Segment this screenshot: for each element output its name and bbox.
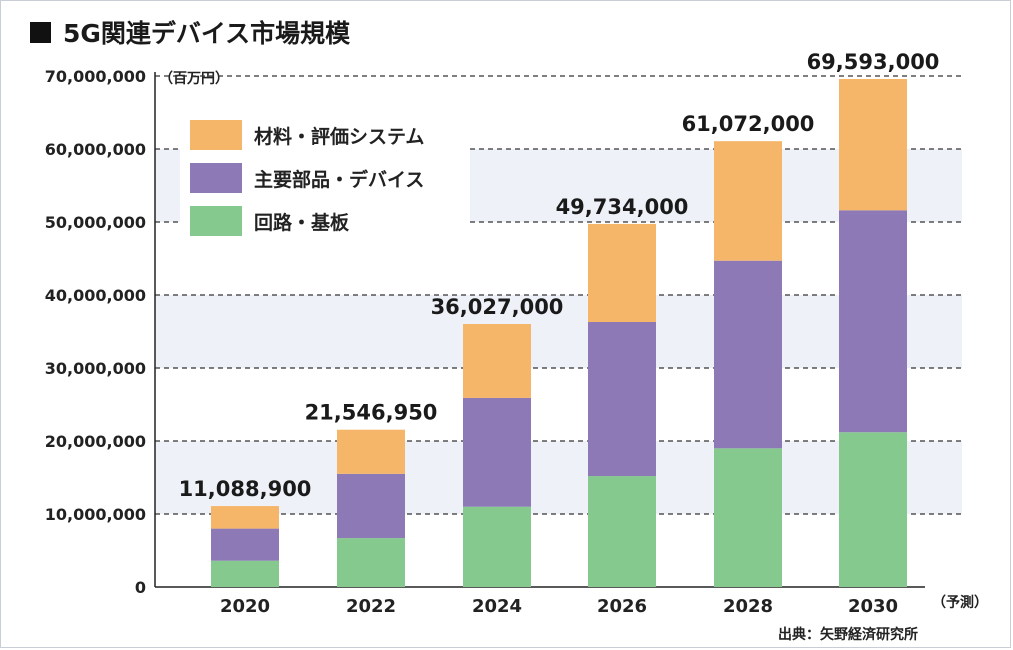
- y-tick-label: 50,000,000: [45, 213, 146, 232]
- bar-segment-materials: [337, 429, 405, 474]
- bar-segment-circuits: [714, 448, 782, 587]
- y-tick-label: 70,000,000: [45, 67, 146, 86]
- bar-segment-materials: [463, 324, 531, 398]
- bar-total-label: 49,734,000: [556, 195, 689, 219]
- bar-segment-circuits: [337, 538, 405, 587]
- bar-segment-circuits: [588, 476, 656, 587]
- bar-segment-materials: [714, 141, 782, 261]
- bar-total-label: 11,088,900: [179, 477, 312, 501]
- bar-total-label: 61,072,000: [682, 112, 815, 136]
- legend-item-circuits: 回路・基板: [190, 206, 349, 236]
- y-tick-label: 10,000,000: [45, 505, 146, 524]
- x-tick-label: 2028: [723, 596, 773, 617]
- legend-swatch-components: [190, 163, 242, 193]
- bar-total-label: 69,593,000: [807, 50, 940, 74]
- bar-segment-components: [463, 397, 531, 507]
- x-tick-label: 2026: [597, 596, 647, 617]
- bar-segment-components: [588, 322, 656, 477]
- bar-segment-components: [211, 528, 279, 561]
- legend-label-components: 主要部品・デバイス: [254, 168, 425, 191]
- bar-segment-materials: [211, 506, 279, 529]
- y-tick-label: 40,000,000: [45, 286, 146, 305]
- bar-segment-components: [337, 473, 405, 539]
- bar-segment-circuits: [463, 506, 531, 587]
- bar-total-label: 21,546,950: [305, 401, 438, 425]
- chart-title: 5G関連デバイス市場規模: [30, 14, 350, 50]
- y-tick-label: 20,000,000: [45, 432, 146, 451]
- title-square-icon: [30, 21, 51, 43]
- source-credit: 出典：矢野経済研究所: [778, 627, 918, 643]
- legend-label-circuits: 回路・基板: [254, 211, 350, 234]
- y-tick-label: 60,000,000: [45, 140, 146, 159]
- y-tick-label: 30,000,000: [45, 359, 146, 378]
- bar-segment-materials: [839, 78, 907, 211]
- y-tick-label: 0: [135, 578, 146, 597]
- bar-segment-circuits: [839, 432, 907, 587]
- y-axis-unit-label: （百万円）: [159, 71, 229, 87]
- bar-segment-components: [714, 260, 782, 449]
- grid-band: [155, 441, 962, 514]
- x-tick-label: 2020: [220, 596, 270, 617]
- x-tick-label: 2022: [346, 596, 396, 617]
- x-tick-label: 2030: [848, 596, 898, 617]
- legend-item-materials: 材料・評価システム: [190, 120, 424, 150]
- x-tick-label: 2024: [472, 596, 522, 617]
- grid-band: [155, 295, 962, 368]
- bar-total-label: 36,027,000: [431, 295, 564, 319]
- legend-label-materials: 材料・評価システム: [254, 125, 425, 148]
- legend: 材料・評価システム 主要部品・デバイス 回路・基板: [180, 108, 470, 244]
- bar-segment-components: [839, 210, 907, 433]
- bar-segment-circuits: [211, 560, 279, 587]
- chart-title-text: 5G関連デバイス市場規模: [63, 19, 351, 48]
- legend-swatch-circuits: [190, 206, 242, 236]
- forecast-note: （予測）: [932, 595, 988, 611]
- legend-item-components: 主要部品・デバイス: [190, 163, 424, 193]
- legend-swatch-materials: [190, 120, 242, 150]
- bar-segment-materials: [588, 223, 656, 323]
